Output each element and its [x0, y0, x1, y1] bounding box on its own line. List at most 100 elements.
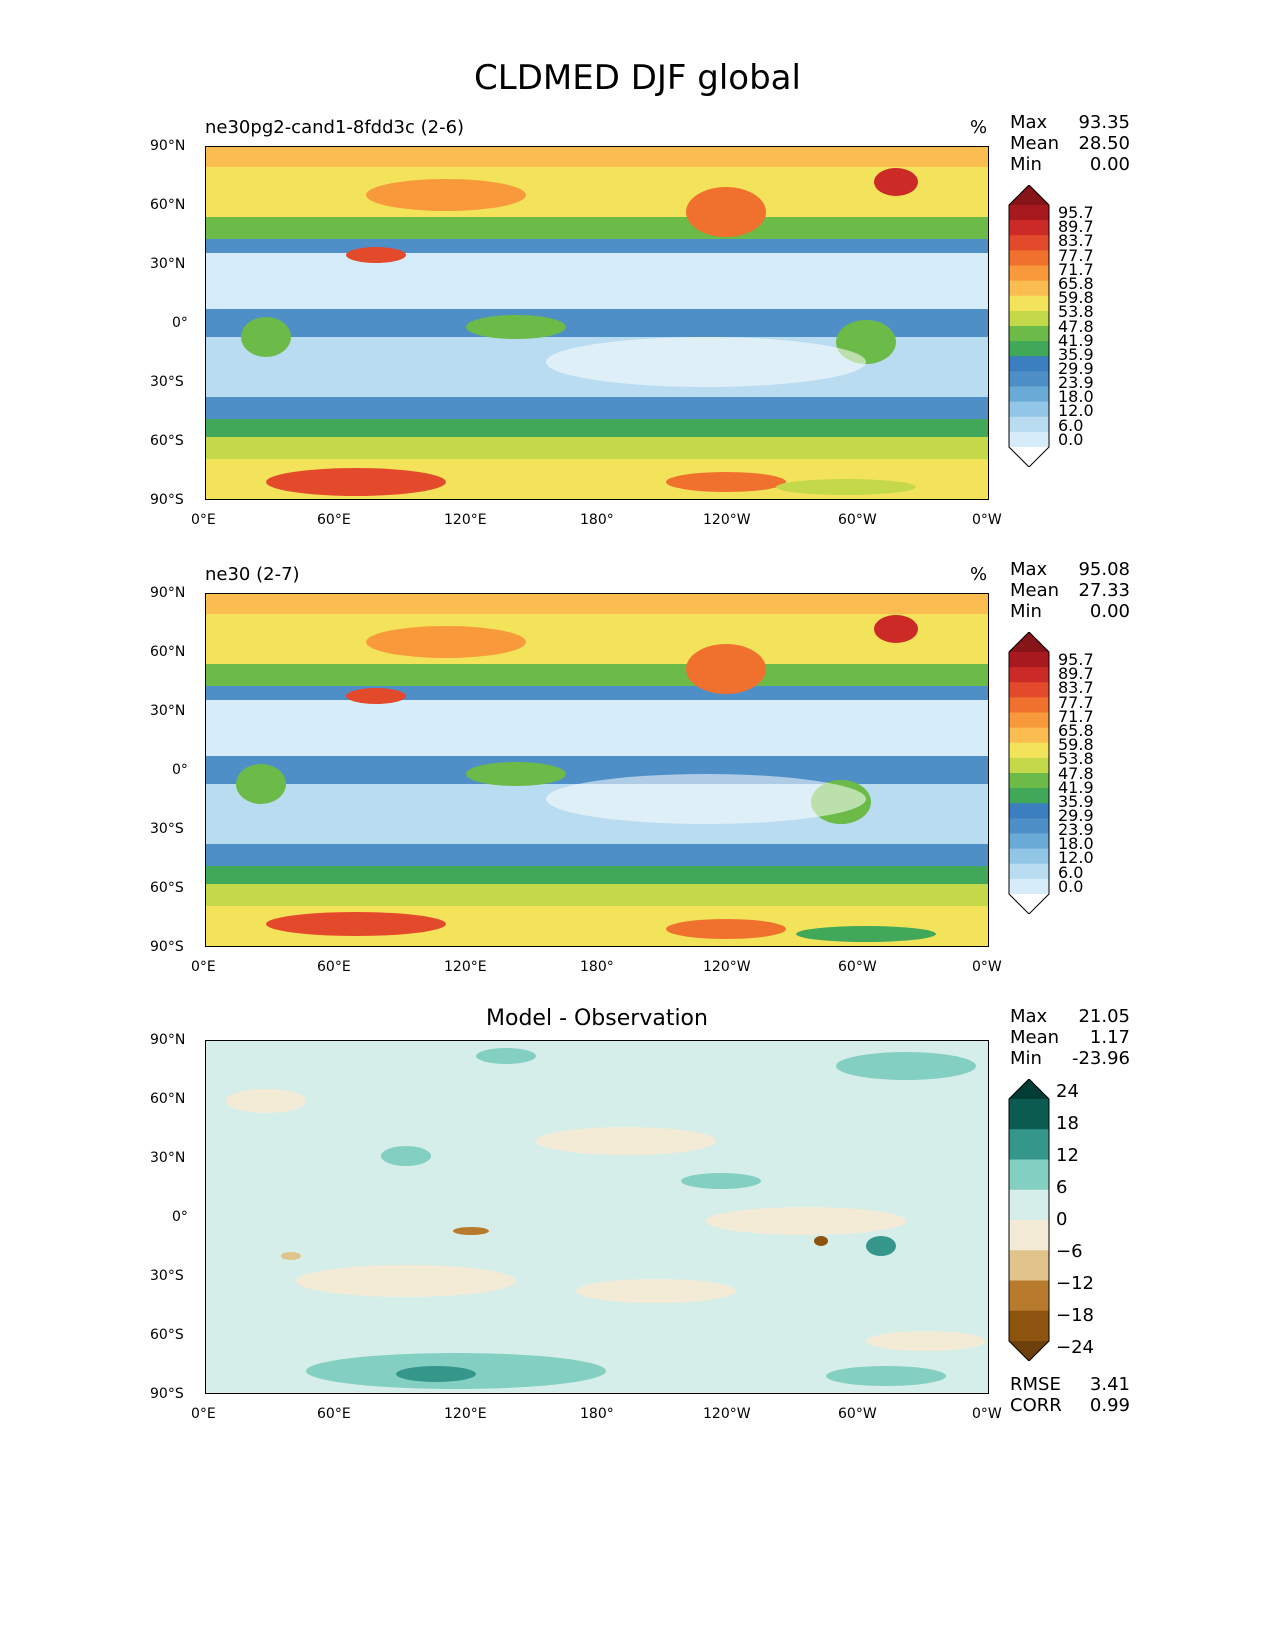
panel-3-map	[205, 1040, 989, 1394]
panel-2-lat-tick: 0°	[172, 762, 188, 778]
panel-1-lat-tick: 90°N	[150, 138, 186, 154]
colorbar-swatch	[1009, 773, 1049, 789]
panel-2-lon-tick: 0°E	[191, 959, 216, 975]
colorbar-swatch	[1009, 386, 1049, 403]
colorbar-swatch	[1009, 310, 1049, 327]
colorbar-swatch	[1009, 1220, 1049, 1251]
panel-3-mean-value: 1.17	[1089, 1027, 1130, 1048]
colorbar-level: 29.9	[1058, 359, 1094, 378]
panel-2-title: ne30 (2-7)	[205, 564, 300, 585]
panel-2-lat-tick: 90°N	[150, 585, 186, 601]
colorbar-swatch	[1009, 863, 1049, 880]
colorbar-swatch	[1009, 742, 1049, 759]
panel-2-lon-tick: 60°E	[317, 959, 351, 975]
panel-2-min-value: 0.00	[1089, 601, 1130, 622]
colorbar-level: 29.9	[1058, 806, 1094, 825]
colorbar-level: −24	[1056, 1337, 1094, 1358]
colorbar-swatch	[1009, 632, 1049, 652]
panel-3-lat-tick: 60°S	[150, 1327, 184, 1343]
panel-1-min-label: Min	[1010, 154, 1042, 175]
panel-3-lon-tick: 60°E	[317, 1406, 351, 1422]
panel-3-lon-tick: 0°E	[191, 1406, 216, 1422]
panel-2-lon-tick: 120°W	[703, 959, 751, 975]
colorbar-swatch	[1009, 235, 1049, 251]
panel-2-lat-tick: 60°S	[150, 880, 184, 896]
panel-3-lat-tick: 30°N	[150, 1150, 186, 1166]
colorbar-swatch	[1009, 1129, 1049, 1160]
colorbar-swatch	[1009, 697, 1049, 713]
panel-1-min-value: 0.00	[1089, 154, 1130, 175]
colorbar-swatch	[1009, 1189, 1049, 1221]
panel-1-mean-label: Mean	[1010, 133, 1060, 154]
colorbar-level: 53.8	[1058, 749, 1094, 768]
figure-title: CLDMED DJF global	[474, 58, 801, 98]
panel-1-lat-tick: 60°S	[150, 433, 184, 449]
colorbar-swatch	[1009, 356, 1049, 372]
colorbar-swatch	[1009, 712, 1049, 729]
panel-3-field	[206, 1041, 988, 1393]
panel-1-lon-tick: 60°W	[838, 512, 877, 528]
colorbar-level: 71.7	[1058, 707, 1094, 726]
panel-3-lon-tick: 0°W	[972, 1406, 1002, 1422]
colorbar-level: 95.7	[1058, 650, 1094, 669]
colorbar-level: 6.0	[1058, 416, 1084, 435]
panel-3-lon-tick: 120°W	[703, 1406, 751, 1422]
colorbar-level: 12.0	[1058, 401, 1094, 420]
panel-1-colorbar	[1008, 185, 1050, 467]
colorbar-swatch	[1009, 250, 1049, 266]
colorbar-swatch	[1009, 1310, 1049, 1342]
colorbar-level: 6.0	[1058, 863, 1084, 882]
colorbar-level: 0.0	[1058, 430, 1084, 449]
colorbar-level: 35.9	[1058, 345, 1094, 364]
panel-2-mean-value: 27.33	[1078, 580, 1130, 601]
panel-1-lat-tick: 30°S	[150, 374, 184, 390]
colorbar-level: 65.8	[1058, 274, 1094, 293]
colorbar-swatch	[1009, 265, 1049, 282]
colorbar-level: 0	[1056, 1209, 1068, 1230]
panel-1-title: ne30pg2-cand1-8fdd3c (2-6)	[205, 117, 465, 138]
colorbar-swatch	[1009, 401, 1049, 418]
colorbar-level: 35.9	[1058, 792, 1094, 811]
panel-2-lat-tick: 30°S	[150, 821, 184, 837]
panel-1-max-value: 93.35	[1078, 112, 1130, 133]
panel-2-field	[206, 594, 988, 946]
panel-1-lon-tick: 0°W	[972, 512, 1002, 528]
colorbar-swatch	[1009, 1159, 1049, 1191]
colorbar-level: 83.7	[1058, 231, 1094, 250]
colorbar-level: 0.0	[1058, 877, 1084, 896]
colorbar-swatch	[1009, 416, 1049, 433]
colorbar-swatch	[1009, 371, 1049, 387]
colorbar-swatch	[1009, 652, 1049, 668]
panel-3-colorbar	[1008, 1079, 1050, 1361]
colorbar-level: 95.7	[1058, 203, 1094, 222]
panel-3-lat-tick: 60°N	[150, 1091, 186, 1107]
colorbar-level: 12	[1056, 1145, 1079, 1166]
panel-1-units: %	[970, 117, 988, 138]
colorbar-level: −18	[1056, 1305, 1094, 1326]
panel-3-rmse-label: RMSE	[1010, 1374, 1061, 1395]
panel-1-max-label: Max	[1010, 112, 1048, 133]
panel-3-lat-tick: 90°N	[150, 1032, 186, 1048]
colorbar-swatch	[1009, 326, 1049, 342]
colorbar-outline	[1008, 632, 1050, 914]
colorbar-level: 59.8	[1058, 288, 1094, 307]
colorbar-level: 89.7	[1058, 664, 1094, 683]
panel-2-min-label: Min	[1010, 601, 1042, 622]
panel-1-lat-tick: 30°N	[150, 256, 186, 272]
panel-2-lon-tick: 0°W	[972, 959, 1002, 975]
panel-2-lat-tick: 90°S	[150, 939, 184, 955]
panel-3-title: Model - Observation	[486, 1006, 708, 1031]
panel-3-lat-tick: 0°	[172, 1209, 188, 1225]
colorbar-level: 47.8	[1058, 317, 1094, 336]
panel-3-rmse-value: 3.41	[1089, 1374, 1130, 1395]
colorbar-level: −12	[1056, 1273, 1094, 1294]
panel-2-units: %	[970, 564, 988, 585]
colorbar-swatch	[1009, 727, 1049, 744]
panel-1-lon-tick: 180°	[580, 512, 614, 528]
colorbar-swatch	[1009, 803, 1049, 819]
panel-2-lat-tick: 60°N	[150, 644, 186, 660]
panel-1-map	[205, 146, 989, 500]
panel-2-lon-tick: 120°E	[444, 959, 487, 975]
colorbar-swatch	[1009, 205, 1049, 221]
panel-3-corr-label: CORR	[1010, 1395, 1062, 1416]
